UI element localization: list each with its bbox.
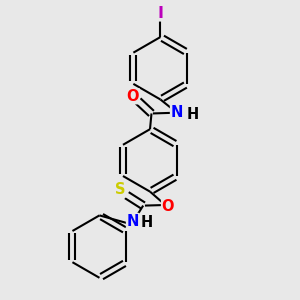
Text: I: I	[158, 6, 164, 21]
Text: H: H	[141, 215, 153, 230]
Text: S: S	[115, 182, 125, 197]
Text: H: H	[186, 106, 199, 122]
Text: N: N	[127, 214, 139, 229]
Text: O: O	[162, 199, 174, 214]
Text: O: O	[127, 89, 139, 104]
Text: N: N	[171, 105, 183, 120]
